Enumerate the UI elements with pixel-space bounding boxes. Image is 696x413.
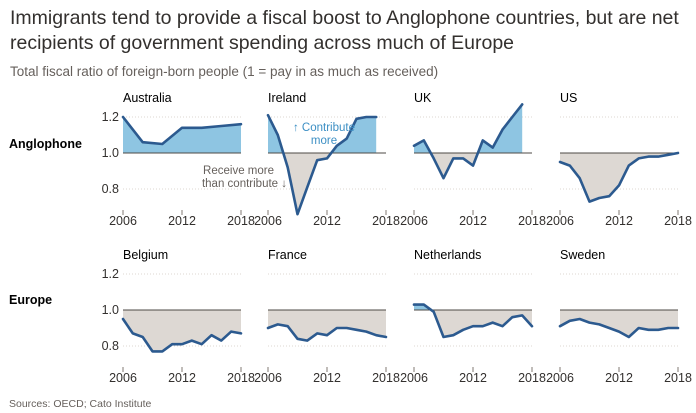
series-line-netherlands — [412, 303, 534, 339]
x-tick-label: 2012 — [605, 371, 633, 385]
x-tick-label: 2012 — [168, 371, 196, 385]
x-tick-label: 2012 — [313, 214, 341, 228]
series-line-uk — [412, 103, 524, 180]
annotation-text: than contribute ↓ — [202, 178, 287, 190]
x-tick-label: 2018 — [227, 371, 255, 385]
x-tick-label: 2018 — [664, 214, 692, 228]
series-line-belgium — [121, 317, 243, 353]
y-tick-label: 1.2 — [102, 110, 119, 124]
x-tick-label: 2018 — [664, 371, 692, 385]
area-above-baseline-uk — [414, 104, 523, 153]
x-tick-label: 2006 — [254, 371, 282, 385]
area-below-baseline-netherlands — [414, 310, 532, 337]
annotation-text: ↑ Contribute — [293, 122, 355, 134]
series-line-sweden — [558, 317, 680, 339]
series-line-us — [558, 151, 680, 203]
area-below-baseline-belgium — [123, 310, 241, 352]
panel-title-france: France — [268, 248, 307, 262]
x-tick-label: 2012 — [459, 214, 487, 228]
panel-title-uk: UK — [414, 91, 432, 105]
x-tick-label: 2006 — [400, 371, 428, 385]
y-tick-label: 1.0 — [102, 303, 119, 317]
row-label-anglophone: Anglophone — [9, 137, 82, 151]
x-tick-label: 2006 — [109, 214, 137, 228]
x-tick-label: 2012 — [313, 371, 341, 385]
x-tick-label: 2006 — [109, 371, 137, 385]
area-below-baseline-us — [560, 153, 678, 202]
area-below-baseline-france — [268, 310, 386, 341]
x-tick-label: 2006 — [400, 214, 428, 228]
x-tick-label: 2018 — [518, 214, 546, 228]
panel-title-ireland: Ireland — [268, 91, 306, 105]
x-tick-label: 2018 — [227, 214, 255, 228]
y-tick-label: 0.8 — [102, 339, 119, 353]
chart-subtitle: Total fiscal ratio of foreign-born peopl… — [10, 64, 439, 79]
area-above-baseline-netherlands — [414, 304, 532, 310]
chart-title: Immigrants tend to provide a fiscal boos… — [10, 7, 679, 54]
series-line-australia — [121, 115, 243, 146]
annotation-text: more — [311, 135, 337, 147]
x-tick-label: 2006 — [546, 214, 574, 228]
panel-title-belgium: Belgium — [123, 248, 168, 262]
annotation-text: Receive more — [203, 165, 274, 177]
panel-title-us: US — [560, 91, 577, 105]
y-tick-label: 1.0 — [102, 146, 119, 160]
row-label-europe: Europe — [9, 293, 52, 307]
x-tick-label: 2006 — [254, 214, 282, 228]
panel-title-netherlands: Netherlands — [414, 248, 481, 262]
x-tick-label: 2012 — [459, 371, 487, 385]
area-above-baseline-ireland — [268, 115, 377, 153]
area-above-baseline-australia — [123, 117, 241, 153]
x-tick-label: 2012 — [168, 214, 196, 228]
x-tick-label: 2018 — [518, 371, 546, 385]
y-tick-label: 0.8 — [102, 182, 119, 196]
x-tick-label: 2018 — [372, 371, 400, 385]
series-line-france — [266, 323, 388, 342]
y-tick-label: 1.2 — [102, 267, 119, 281]
x-tick-label: 2012 — [605, 214, 633, 228]
panel-title-sweden: Sweden — [560, 248, 605, 262]
x-tick-label: 2018 — [372, 214, 400, 228]
area-below-baseline-sweden — [560, 310, 678, 337]
x-tick-label: 2006 — [546, 371, 574, 385]
series-line-ireland — [266, 113, 378, 216]
panel-title-australia: Australia — [123, 91, 172, 105]
source-note: Sources: OECD; Cato Institute — [9, 398, 152, 410]
